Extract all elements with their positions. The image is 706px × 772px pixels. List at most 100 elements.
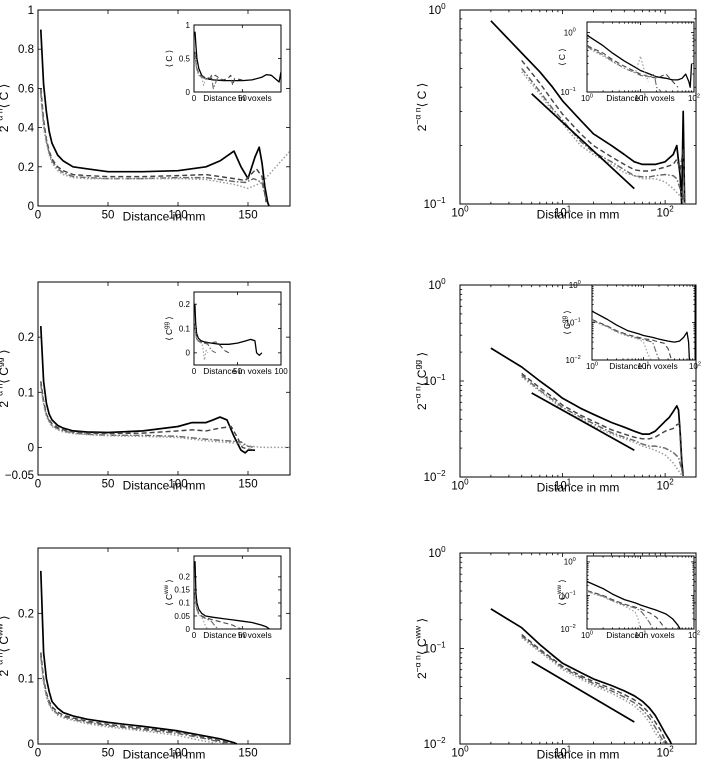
inset-Cgg-log-frame: [591, 284, 696, 361]
panel-Cgg-linear-series-group: [39, 326, 290, 454]
inset-C-linear-ylabel: ⟨ C ⟩: [164, 50, 174, 68]
inset-Cgg-log-series-3-line: [592, 320, 652, 360]
inset-C-linear-xtick-label: 0: [192, 94, 197, 103]
inset-Cgg-log-xtick-label: 102: [689, 361, 701, 371]
inset-C-log-ylabel: ⟨ C ⟩: [557, 48, 567, 66]
panel-C-log: 100 101 102 10−1 100 Distance in mm 2−α n⟨ C ⟩…: [413, 2, 700, 222]
inset-Cww-log-xtick-label: 102: [688, 630, 700, 640]
panel-Cgg-linear-ytick-label: 0: [28, 442, 34, 454]
inset-Cgg-linear-series-2-line: [194, 324, 217, 354]
inset-C-linear-series-3-line: [194, 54, 208, 86]
inset-Cgg-log-series-group: [592, 310, 691, 360]
inset-Cww-linear-series-0-line: [194, 561, 270, 629]
inset-Cgg-log-series-2-line: [592, 319, 660, 360]
panel-Cgg-linear-xtick-label: 150: [238, 479, 257, 491]
panel-Cgg-log: 100 101 102 10−2 10−1 100 Distance in mm 2−α n⟨…: [413, 277, 701, 495]
panel-Cgg-log-series-4-line: [531, 392, 635, 451]
inset-Cww-log-ylabel: ⟨ Cww ⟩: [556, 579, 567, 605]
panel-Cgg-linear-xtick-label: 0: [35, 479, 41, 491]
inset-Cww-log-series-0-line: [587, 580, 681, 629]
inset-C-log: 100 101 102 10−1 100 Distance in voxels ⟨ C ⟩: [557, 21, 700, 103]
inset-Cgg-linear-series-0-line: [194, 304, 263, 356]
panel-Cgg-linear-xtick-label: 100: [168, 479, 187, 491]
panel-Cgg-linear-ytick-label: −0.05: [5, 470, 34, 482]
panel-Cgg-log-series-group: [490, 347, 685, 477]
inset-Cww-linear-series-3-line: [194, 595, 208, 629]
panel-Cww-linear-series-group: [39, 570, 238, 744]
inset-C-log-xtick-label: 102: [688, 93, 700, 103]
panel-C-log-ytick-label: 100: [428, 2, 446, 17]
panel-Cgg-log-ytick-label: 10−2: [424, 469, 446, 484]
panel-C-linear-xtick-label: 100: [168, 210, 187, 222]
inset-Cgg-linear-frame: [193, 291, 282, 366]
inset-C-log-xtick-label: 100: [581, 93, 593, 103]
inset-Cww-linear-xtick-label: 0: [192, 631, 197, 640]
panel-Cww-linear-xtick-label: 0: [35, 748, 41, 760]
panel-Cww-log-ylabel: 2−α n⟨ Cww ⟩: [413, 618, 429, 679]
inset-Cgg-log-ytick-label: 10−2: [566, 355, 581, 365]
inset-C-linear-series-2-line: [194, 53, 222, 90]
panel-Cww-log-series-group: [490, 608, 673, 744]
panel-Cgg-linear-series-3-line: [40, 386, 290, 449]
panel-Cgg-log-series-0-line: [490, 347, 685, 477]
panel-C-log-series-group: [490, 20, 686, 204]
panel-Cww-linear-xtick-label: 50: [102, 748, 115, 760]
panel-Cww-linear-ytick-label: 0.2: [18, 608, 34, 620]
panel-Cgg-linear-ytick-label: 0.1: [18, 387, 34, 399]
inset-C-linear-frame: [193, 24, 282, 93]
panel-Cww-linear-xtick-label: 100: [168, 748, 187, 760]
panel-Cgg-linear-series-2-line: [40, 383, 256, 449]
inset-Cgg-log-series-0-line: [592, 310, 691, 360]
panel-Cww-linear: 0 50 100 150 0 0.1 0.2 Distance in mm 2−α n⟨ Cww…: [0, 547, 291, 762]
panel-C-linear-series-2-line: [40, 92, 267, 201]
panel-Cgg-log-xtick-label: 100: [451, 477, 469, 492]
inset-Cgg-log-ytick-label: 10−1: [566, 318, 581, 328]
inset-C-linear-xlabel: Distance in voxels: [203, 93, 272, 103]
inset-Cgg-linear-series-3-line: [194, 326, 209, 361]
inset-Cgg-linear-xtick-label: 0: [192, 367, 197, 376]
inset-C-log-series-0-line: [587, 34, 693, 88]
inset-Cgg-log: 100 101 102 10−2 10−1 100 Distance in voxels ⟨ …: [561, 280, 701, 371]
inset-Cgg-linear: 0 50 100 0 0.1 0.2 Distance in voxels ⟨ Cgg ⟩: [163, 291, 288, 376]
inset-C-log-series-1-line: [587, 45, 679, 88]
panel-Cww-log-series-2-line: [521, 635, 666, 744]
inset-Cgg-linear-ytick-label: 0.1: [179, 324, 191, 333]
inset-Cww-linear-series-group: [194, 561, 270, 629]
inset-Cww-linear-xtick-label: 50: [238, 631, 247, 640]
panel-Cgg-linear-ytick-label: 0.2: [18, 332, 34, 344]
inset-Cgg-linear-ylabel: ⟨ Cgg ⟩: [163, 316, 174, 340]
panel-Cww-linear-xlabel: Distance in mm: [123, 748, 206, 762]
inset-Cww-linear-ytick-label: 0.1: [179, 599, 191, 608]
inset-Cgg-linear-series-group: [194, 304, 263, 361]
panel-Cgg-linear-xtick-label: 50: [102, 479, 115, 491]
inset-C-log-series-3-line: [587, 47, 649, 82]
panel-C-log-series-2-line: [521, 67, 686, 204]
inset-Cww-log-ytick-label: 100: [564, 557, 576, 567]
panel-Cgg-log-ylabel: 2−α n⟨ Cgg ⟩: [413, 352, 429, 410]
panel-Cgg-log-ytick-label: 100: [428, 277, 446, 292]
inset-C-linear-ytick-label: 0: [186, 88, 191, 97]
inset-Cgg-linear-xtick-label: 100: [274, 367, 288, 376]
inset-Cww-log-series-2-line: [587, 590, 654, 629]
inset-C-linear-ytick-label: 0.5: [179, 54, 191, 63]
inset-C-linear-xtick-label: 50: [238, 94, 247, 103]
inset-Cww-linear-frame: [193, 555, 282, 630]
panel-C-log-series-3-line: [521, 71, 686, 204]
panel-C-log-xlabel: Distance in mm: [537, 208, 620, 222]
panel-Cgg-log-xtick-label: 101: [554, 477, 572, 492]
inset-Cww-log-series-group: [587, 580, 681, 629]
inset-Cww-linear-ytick-label: 0.2: [179, 573, 191, 582]
inset-Cww-linear-series-1-line: [194, 592, 243, 629]
panel-Cgg-linear-series-0-line: [39, 326, 255, 454]
panel-Cgg-log-xtick-label: 102: [656, 477, 674, 492]
panel-C-linear-series-3-line: [40, 96, 290, 190]
panel-C-linear-xlabel: Distance in mm: [123, 210, 206, 224]
panel-C-linear-series-0-line: [39, 29, 270, 206]
panel-Cgg-log-series-1-line: [521, 372, 684, 477]
panel-Cgg-log-series-3-line: [521, 376, 684, 477]
panel-Cww-log-series-4-line: [531, 660, 635, 723]
panel-C-linear-ytick-label: 0.2: [18, 162, 34, 174]
panel-Cww-log-series-1-line: [521, 633, 668, 744]
inset-Cgg-log-ytick-label: 100: [569, 280, 581, 290]
panel-Cww-log-series-0-line: [490, 608, 673, 744]
